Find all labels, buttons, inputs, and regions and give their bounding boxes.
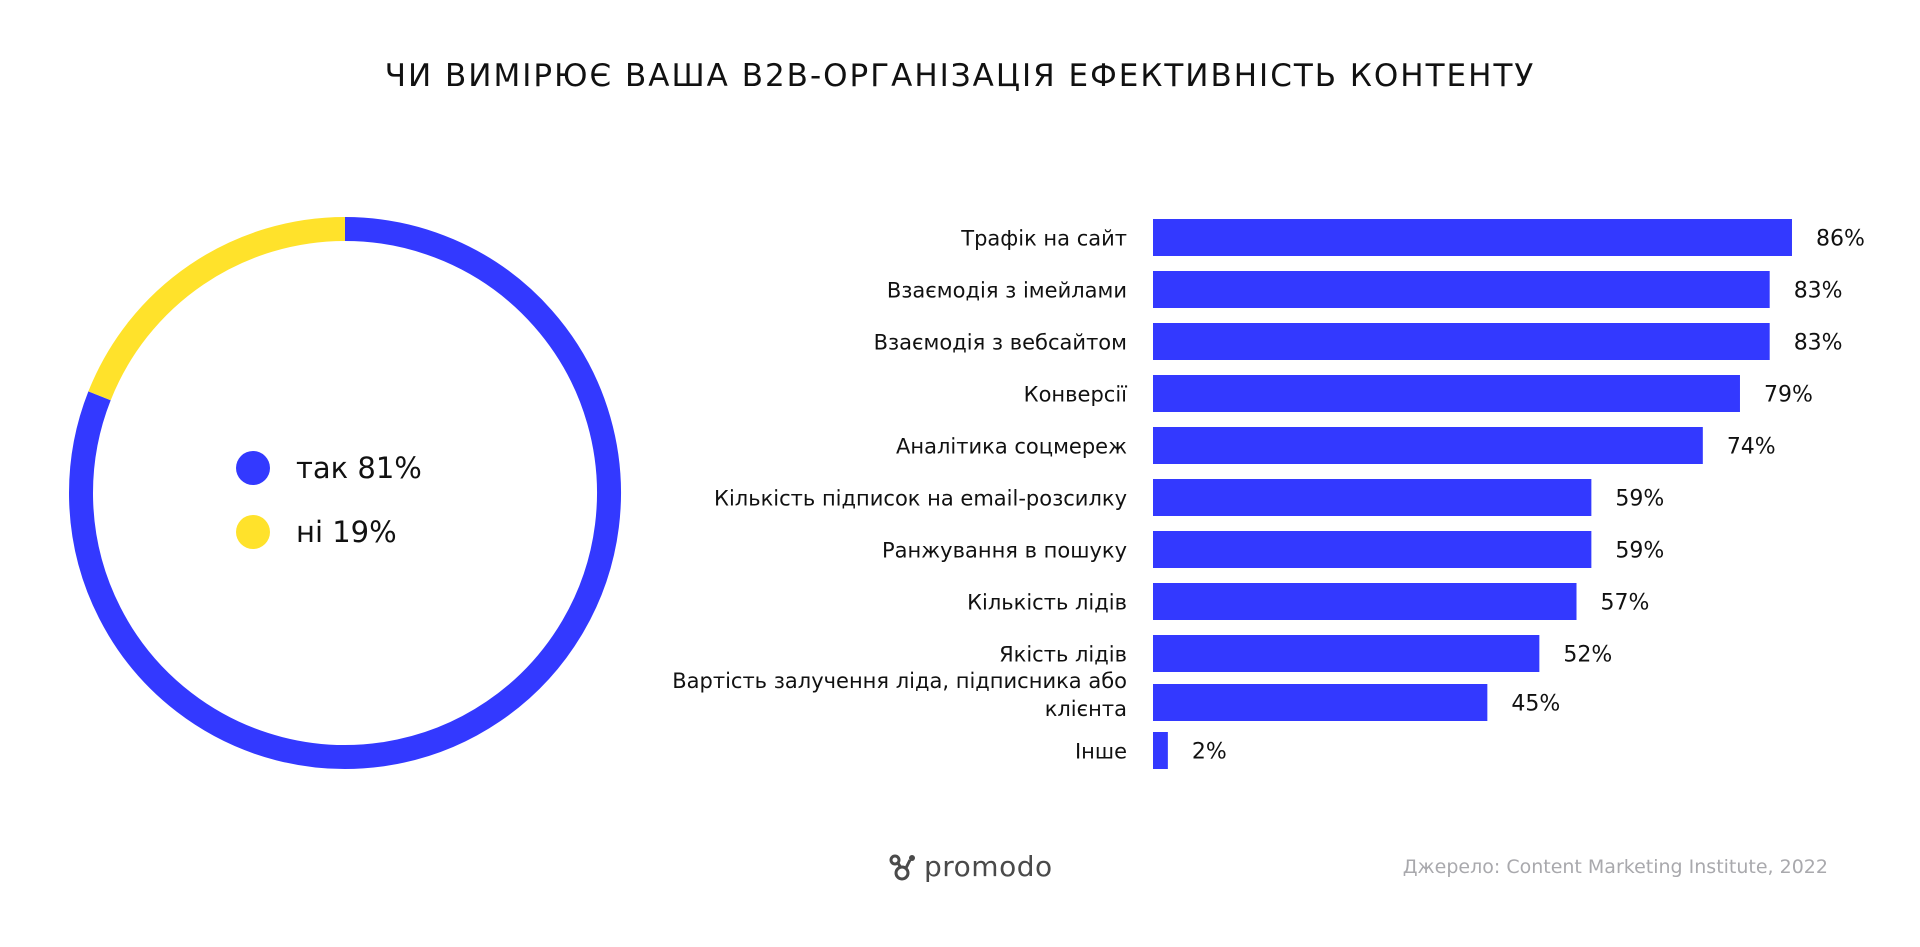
promodo-logo: promodo — [888, 850, 1053, 883]
legend-label-no: ні 19% — [296, 515, 397, 549]
source-note: Джерело: Content Marketing Institute, 20… — [1402, 856, 1828, 878]
bar — [1153, 531, 1592, 568]
legend-item-yes: так 81% — [236, 436, 422, 500]
bar-category-label: Кількість підписок на email-розсилку — [714, 487, 1127, 511]
bar-category-label: Кількість лідів — [967, 591, 1127, 615]
donut-legend: так 81% ні 19% — [236, 436, 422, 564]
bar-category-label: Трафік на сайт — [960, 227, 1127, 251]
bar-value-label: 52% — [1563, 643, 1612, 668]
legend-dot-yes — [236, 451, 270, 485]
bar-value-label: 74% — [1727, 435, 1776, 460]
legend-label-yes: так 81% — [296, 451, 422, 485]
bar — [1153, 427, 1703, 464]
bar-value-label: 2% — [1192, 740, 1227, 765]
promodo-logo-icon — [889, 854, 915, 880]
chart-title: ЧИ ВИМІРЮЄ ВАША B2B-ОРГАНІЗАЦІЯ ЕФЕКТИВН… — [384, 58, 1536, 94]
bar-value-label: 57% — [1601, 591, 1650, 616]
bar — [1153, 732, 1168, 769]
bar-value-label: 59% — [1615, 539, 1664, 564]
bar-category-label: Інше — [1075, 740, 1127, 764]
bar — [1153, 271, 1770, 308]
logo-text: promodo — [924, 850, 1053, 883]
donut-slice-no — [88, 217, 346, 401]
bar — [1153, 219, 1792, 256]
bar-category-label: Аналітика соцмереж — [896, 435, 1127, 459]
bar-value-label: 59% — [1615, 487, 1664, 512]
bar — [1153, 635, 1540, 672]
bar-category-label: клієнта — [1045, 697, 1127, 721]
bar — [1153, 323, 1770, 360]
bar-value-label: 83% — [1794, 331, 1843, 356]
bar-category-label: Конверсії — [1024, 383, 1127, 407]
donut-slice-yes — [69, 217, 621, 769]
bar-value-label: 45% — [1511, 692, 1560, 717]
bar-value-label: 79% — [1764, 383, 1813, 408]
bar — [1153, 583, 1577, 620]
bar-value-label: 83% — [1794, 279, 1843, 304]
bar — [1153, 375, 1740, 412]
bar-category-label: Взаємодія з імейлами — [887, 279, 1127, 303]
donut-chart — [69, 217, 621, 769]
bar-category-label: Вартість залучення ліда, підписника або — [672, 669, 1127, 693]
bar — [1153, 684, 1488, 721]
bar-value-label: 86% — [1816, 227, 1865, 252]
bar-category-label: Взаємодія з вебсайтом — [874, 331, 1127, 355]
bar — [1153, 479, 1592, 516]
legend-dot-no — [236, 515, 270, 549]
legend-item-no: ні 19% — [236, 500, 422, 564]
bar-category-label: Якість лідів — [999, 643, 1127, 667]
bar-category-label: Ранжування в пошуку — [882, 539, 1127, 563]
